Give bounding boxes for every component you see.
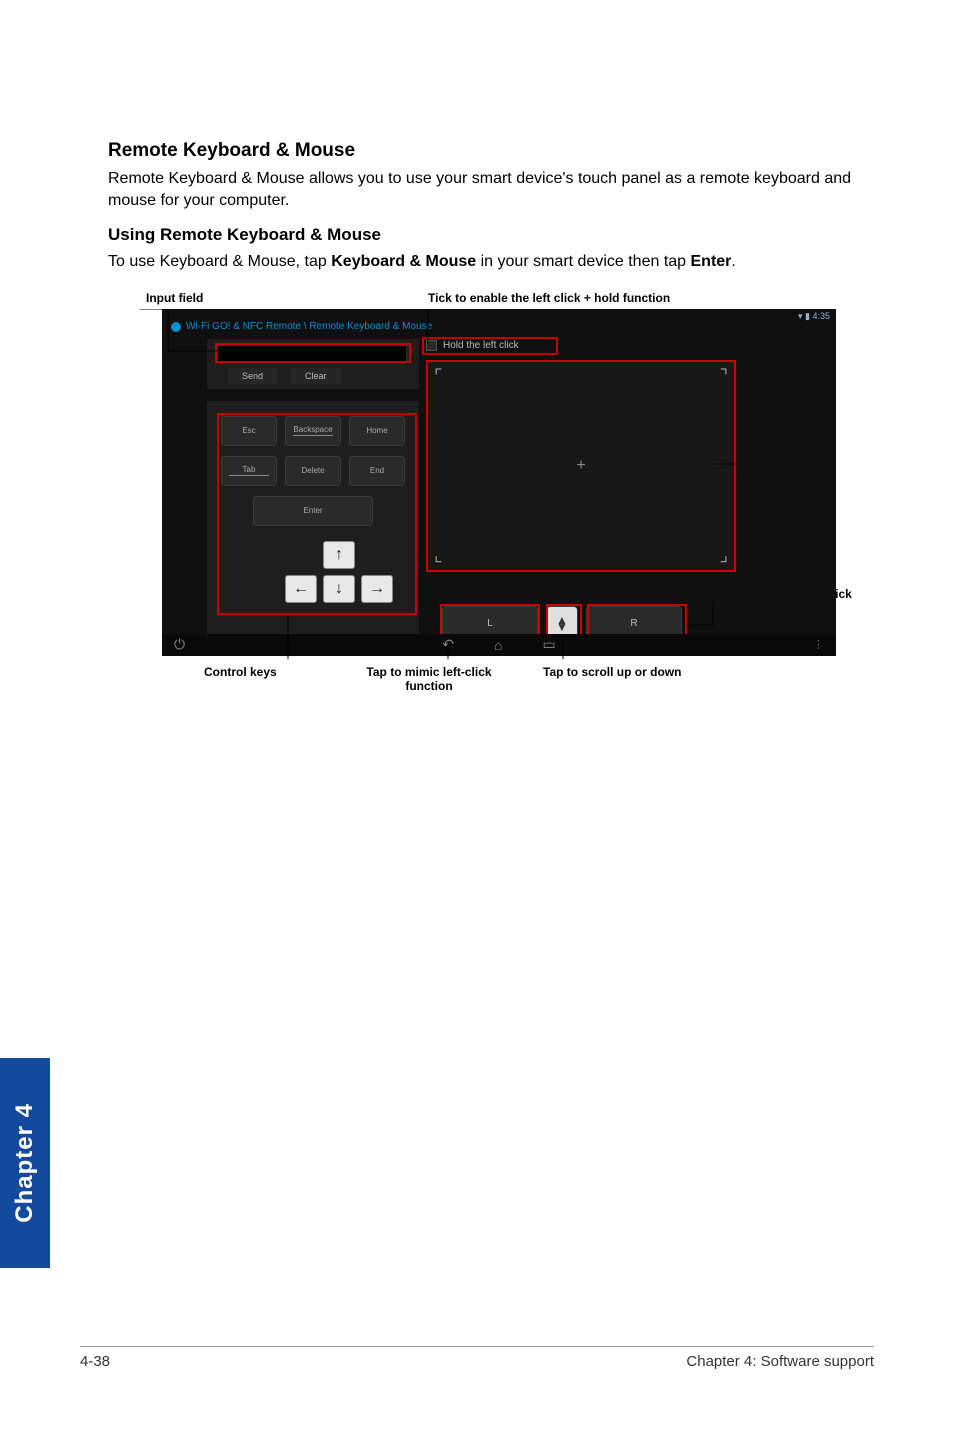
nav-power-icon[interactable]: ⏻ [174,636,185,653]
android-navbar: ⏻ ↶ ⌂ ▭ ⋮ [162,634,836,656]
highlight-input [215,343,411,363]
highlight-hold [422,337,558,355]
callout-tick-hold: Tick to enable the left click + hold fun… [428,291,670,305]
annotated-screenshot: Input field Tick to enable the left clic… [118,309,878,656]
footer-chapter: Chapter 4: Software support [686,1353,874,1370]
page-footer: 4-38 Chapter 4: Software support [80,1346,874,1370]
nav-home-icon[interactable]: ⌂ [494,637,502,653]
breadcrumb: Wi-Fi GO! & NFC Remote \ Remote Keyboard… [170,321,432,333]
highlight-controls [217,413,417,615]
device-frame: ▾ ▮ 4:35 Wi-Fi GO! & NFC Remote \ Remote… [162,309,836,656]
callout-left-click: Tap to mimic left-click function [364,665,494,694]
instruction-text: To use Keyboard & Mouse, tap Keyboard & … [108,251,854,273]
highlight-taparea [426,360,736,572]
nav-menu-icon[interactable]: ⋮ [813,638,824,651]
chapter-side-tab: Chapter 4 [0,1058,50,1268]
nav-recent-icon[interactable]: ▭ [542,636,555,653]
page-number: 4-38 [80,1353,110,1370]
clear-button[interactable]: Clear [291,368,341,384]
intro-text: Remote Keyboard & Mouse allows you to us… [108,168,854,211]
callout-input-field: Input field [146,291,203,305]
send-button[interactable]: Send [228,368,277,384]
callout-control-keys: Control keys [204,665,277,679]
section-heading: Remote Keyboard & Mouse [108,140,854,162]
callout-scroll: Tap to scroll up or down [543,665,681,679]
nav-back-icon[interactable]: ↶ [442,636,454,653]
subsection-heading: Using Remote Keyboard & Mouse [108,225,854,245]
app-icon [170,321,182,333]
status-bar: ▾ ▮ 4:35 [798,309,836,322]
